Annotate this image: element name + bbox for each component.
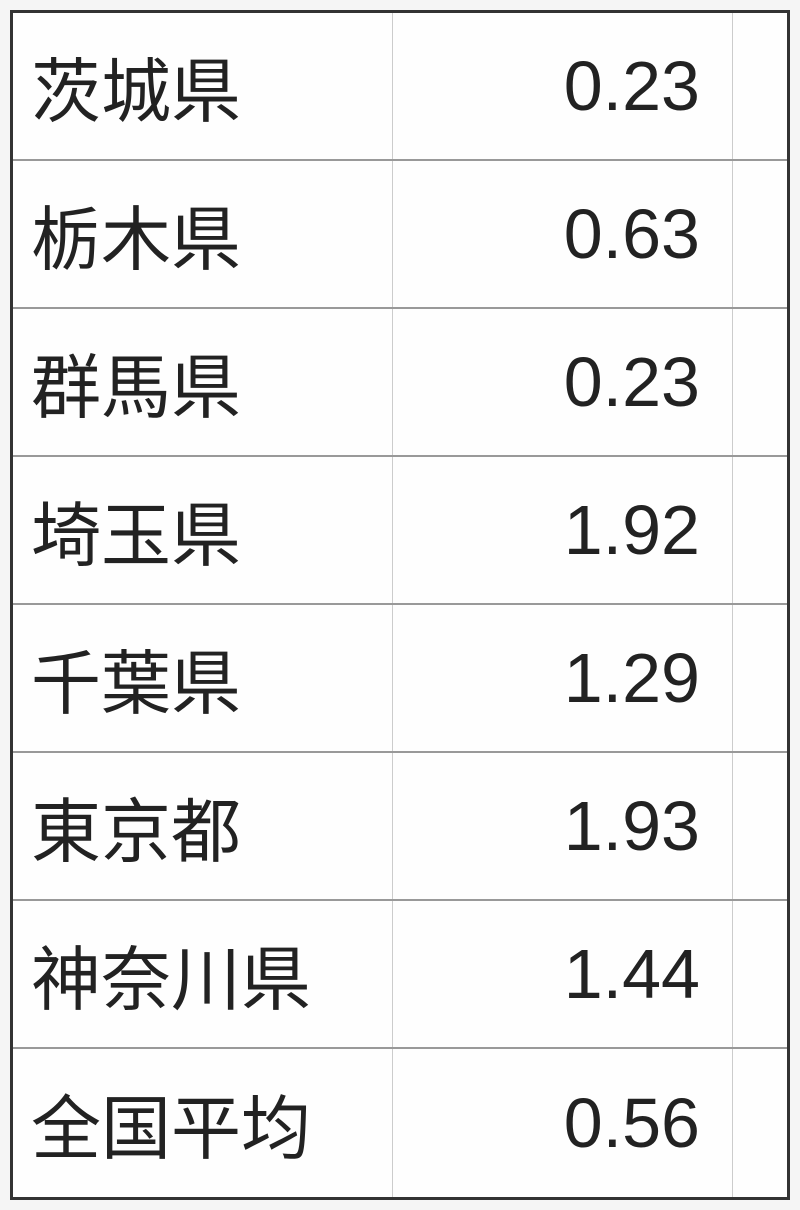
table-row: 栃木県 0.63 [13,161,787,309]
prefecture-value: 0.23 [393,13,733,159]
prefecture-label: 群馬県 [13,309,393,455]
prefecture-value: 1.93 [393,753,733,899]
row-tail [733,605,787,751]
prefecture-label: 埼玉県 [13,457,393,603]
row-tail [733,457,787,603]
prefecture-label: 東京都 [13,753,393,899]
table-row: 埼玉県 1.92 [13,457,787,605]
prefecture-value: 1.44 [393,901,733,1047]
prefecture-value: 0.63 [393,161,733,307]
row-tail [733,753,787,899]
prefecture-label: 神奈川県 [13,901,393,1047]
prefecture-label: 千葉県 [13,605,393,751]
table-row: 群馬県 0.23 [13,309,787,457]
prefecture-label: 栃木県 [13,161,393,307]
prefecture-value: 0.56 [393,1049,733,1197]
prefecture-table: 茨城県 0.23 栃木県 0.63 群馬県 0.23 埼玉県 1.92 千葉県 … [10,10,790,1200]
prefecture-value: 0.23 [393,309,733,455]
row-tail [733,901,787,1047]
table-row: 千葉県 1.29 [13,605,787,753]
row-tail [733,309,787,455]
row-tail [733,13,787,159]
row-tail [733,1049,787,1197]
table-row: 茨城県 0.23 [13,13,787,161]
prefecture-value: 1.29 [393,605,733,751]
table-row: 東京都 1.93 [13,753,787,901]
prefecture-value: 1.92 [393,457,733,603]
prefecture-label: 茨城県 [13,13,393,159]
row-tail [733,161,787,307]
table-row: 全国平均 0.56 [13,1049,787,1197]
table-row: 神奈川県 1.44 [13,901,787,1049]
prefecture-label: 全国平均 [13,1049,393,1197]
